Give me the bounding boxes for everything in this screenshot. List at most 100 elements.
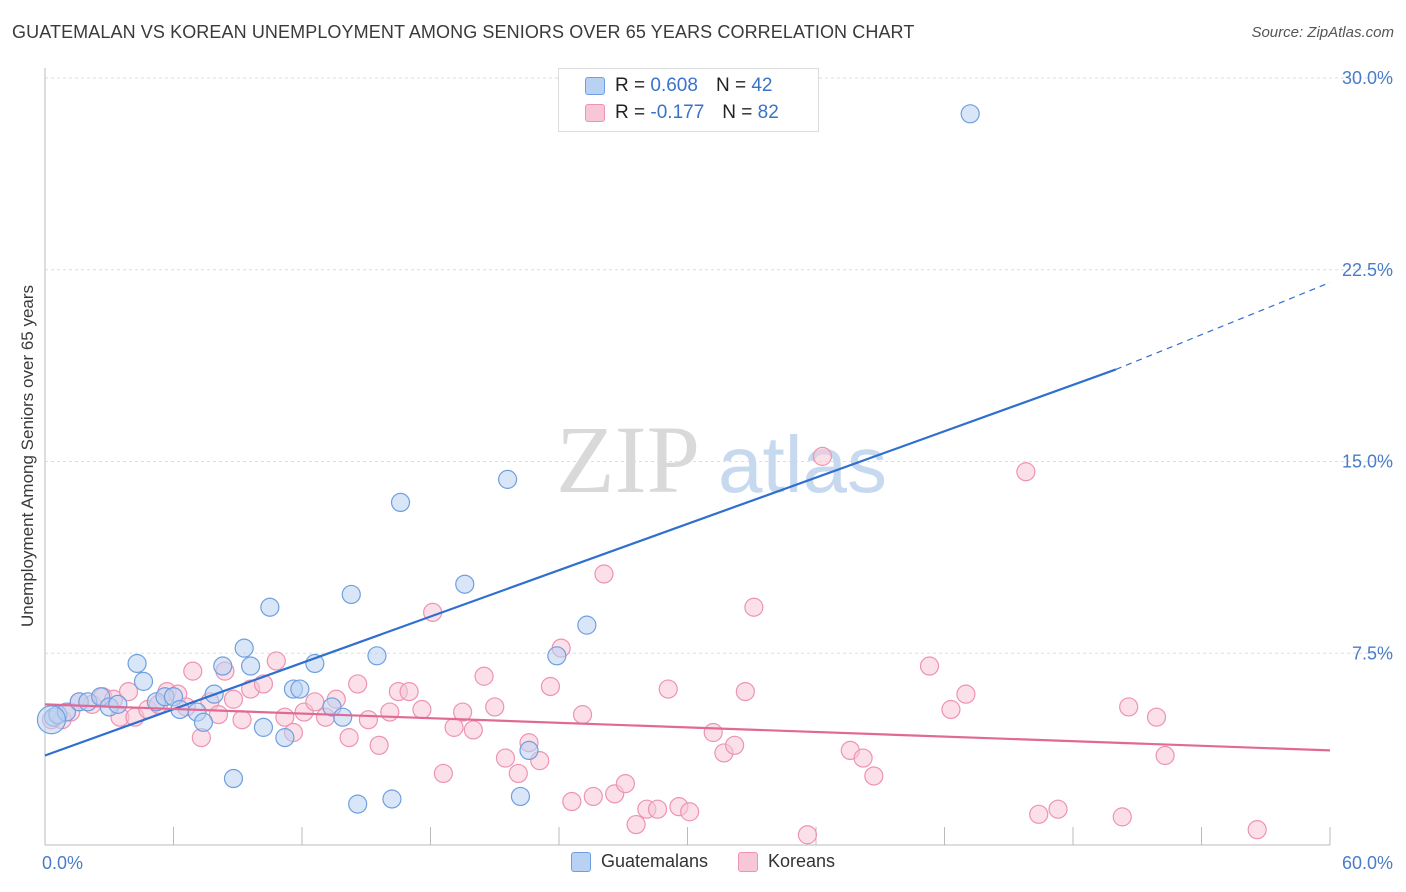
- guatemalan-point: [234, 638, 254, 658]
- korean-point: [703, 722, 723, 743]
- guatemalan-point: [241, 656, 261, 676]
- korean-point: [508, 763, 528, 784]
- korean-point: [735, 681, 755, 702]
- korean-point: [540, 676, 561, 697]
- korean-point: [485, 697, 505, 717]
- korean-point: [744, 597, 764, 617]
- trend-lines: [44, 281, 1331, 757]
- series-legend: Guatemalans Koreans: [0, 851, 1406, 872]
- correlation-legend: R = 0.608 N = 42 R = -0.177 N = 82: [558, 68, 819, 132]
- legend-item-koreans: Koreans: [738, 851, 835, 872]
- gridlines: [45, 77, 1392, 654]
- guatemalan-point: [382, 789, 402, 809]
- guatemalan-point: [455, 574, 475, 594]
- korean-point: [412, 699, 432, 720]
- legend-n-label: N =: [722, 102, 753, 123]
- guatemalan-point: [127, 653, 147, 674]
- legend-swatch-guatemalans: [585, 77, 605, 95]
- korean-point: [658, 679, 678, 699]
- korean-point: [572, 705, 593, 725]
- korean-trend-line: [44, 703, 1331, 752]
- guatemalan-point: [519, 740, 539, 761]
- y-tick-label: 15.0%: [1342, 452, 1393, 472]
- korean-point: [223, 689, 244, 709]
- korean-point: [583, 786, 603, 807]
- korean-point: [1048, 799, 1068, 819]
- tick-labels: 7.5% 15.0% 22.5% 30.0% 0.0% 60.0%: [42, 68, 1393, 873]
- korean-point: [1119, 697, 1139, 717]
- legend-label-guatemalans: Guatemalans: [600, 851, 708, 871]
- guatemalan-point: [367, 646, 387, 666]
- korean-point: [305, 692, 325, 712]
- watermark-zip: ZIP: [556, 406, 700, 513]
- guatemalan-point: [960, 104, 980, 124]
- guatemalan-point: [213, 656, 233, 676]
- korean-point: [348, 674, 368, 694]
- korean-point: [1155, 745, 1175, 766]
- korean-point: [812, 446, 833, 466]
- legend-label-koreans: Koreans: [768, 851, 836, 871]
- guatemalan-point: [36, 705, 67, 735]
- legend-r-value: 0.608: [650, 75, 698, 96]
- guatemalan-points: [36, 104, 980, 814]
- korean-point: [1247, 820, 1267, 840]
- legend-row-guatemalans: R = 0.608 N = 42: [585, 74, 772, 98]
- legend-n-value: 42: [751, 75, 773, 96]
- korean-point: [615, 774, 635, 794]
- guatemalan-point: [348, 794, 368, 814]
- legend-n-value: 82: [757, 102, 779, 123]
- guatemalan-point: [290, 679, 310, 699]
- korean-point: [339, 728, 359, 748]
- guatemalan-point: [260, 597, 280, 617]
- korean-point: [474, 666, 494, 686]
- korean-point: [647, 799, 668, 819]
- legend-swatch-guatemalans: [570, 851, 591, 872]
- korean-point: [919, 656, 940, 676]
- x-tick-label: 60.0%: [1342, 853, 1393, 873]
- legend-swatch-koreans: [738, 851, 758, 872]
- guatemalan-point: [333, 707, 353, 727]
- korean-point: [380, 702, 400, 722]
- korean-point: [864, 766, 884, 786]
- guatemalan-point: [390, 492, 411, 513]
- x-tick-label: 0.0%: [42, 853, 83, 873]
- y-tick-label: 30.0%: [1342, 68, 1393, 88]
- korean-point: [495, 748, 516, 768]
- guatemalan-point: [108, 694, 128, 714]
- korean-point: [853, 748, 873, 768]
- chart-title: GUATEMALAN VS KOREAN UNEMPLOYMENT AMONG …: [12, 22, 915, 42]
- korean-point: [725, 735, 745, 755]
- legend-swatch-koreans: [585, 104, 605, 122]
- guatemalan-point: [547, 646, 567, 666]
- guatemalan-point: [223, 768, 244, 789]
- guatemalan-trend-extension: [1115, 281, 1331, 371]
- korean-point: [594, 564, 614, 584]
- korean-point: [941, 699, 961, 720]
- watermark-atlas: atlas: [718, 420, 887, 509]
- korean-point: [562, 791, 582, 812]
- korean-point: [232, 710, 252, 730]
- korean-point: [626, 814, 646, 835]
- guatemalan-point: [193, 712, 214, 732]
- korean-point: [266, 651, 286, 671]
- korean-point: [1112, 807, 1132, 827]
- guatemalan-point: [253, 717, 274, 737]
- korean-point: [399, 681, 419, 702]
- guatemalan-point: [275, 728, 295, 748]
- korean-point: [680, 802, 700, 822]
- korean-point: [463, 720, 483, 740]
- legend-row-koreans: R = -0.177 N = 82: [585, 101, 779, 125]
- korean-point: [1029, 804, 1049, 824]
- korean-point: [183, 661, 203, 681]
- y-tick-label: 22.5%: [1342, 260, 1393, 280]
- korean-point: [797, 825, 818, 845]
- korean-point: [453, 702, 473, 722]
- y-tick-label: 7.5%: [1352, 643, 1393, 663]
- legend-r-label: R =: [615, 102, 646, 123]
- legend-n-label: N =: [715, 75, 747, 96]
- legend-item-guatemalans: Guatemalans: [570, 851, 708, 872]
- guatemalan-point: [577, 615, 597, 635]
- korean-point: [1016, 462, 1036, 482]
- watermark: ZIP atlas: [556, 406, 887, 513]
